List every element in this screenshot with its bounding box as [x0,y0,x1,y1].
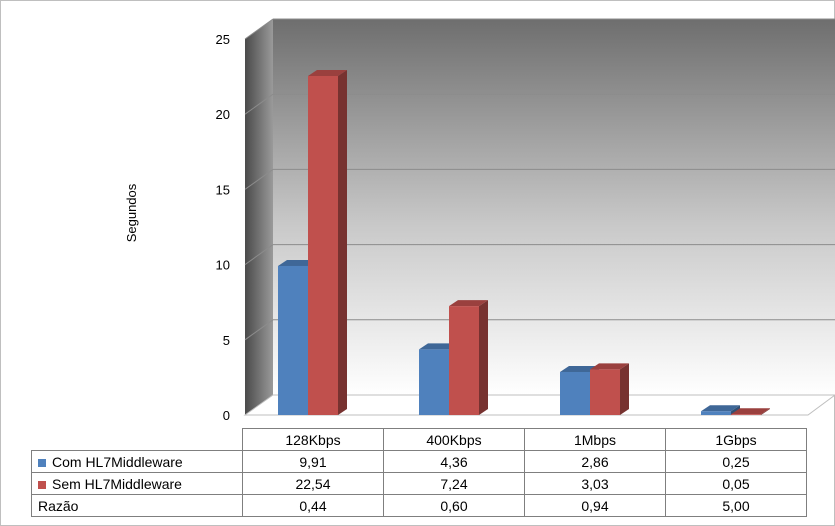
data-label: 0,44 [242,494,384,517]
category-label: 400Kbps [383,428,525,451]
y-tick-label: 10 [216,258,230,273]
data-label: 0,94 [524,494,666,517]
bar-front [560,371,590,415]
bar [731,408,770,415]
gridlines [244,18,835,341]
bar-top [731,408,770,415]
category-label: 128Kbps [242,428,384,451]
gridline [244,244,274,266]
bar-front [419,349,449,415]
y-axis-title: Segundos [124,183,139,242]
bar [590,363,629,415]
data-label: 5,00 [665,494,807,517]
data-label: 4,36 [383,450,525,473]
bar-side [731,405,740,415]
back-wall [273,19,835,395]
floor [243,394,835,416]
bar-side [479,300,488,415]
category-label: 1Mbps [524,428,666,451]
gridline [244,168,274,190]
bar-top [701,405,740,412]
data-label: 0,60 [383,494,525,517]
data-label: 0,05 [665,472,807,495]
gridline [244,18,274,40]
y-tick-label: 25 [216,32,230,47]
bar-front [449,306,479,415]
gridline [244,319,274,341]
bar-top [419,343,458,350]
y-axis-ticks: 0 5 10 15 20 25 [216,32,230,423]
bar-side [338,69,347,415]
bar-top [449,300,488,307]
legend-entry: Com HL7Middleware [31,450,243,473]
data-label: 7,24 [383,472,525,495]
bar-top [308,69,347,76]
y-tick-label: 5 [223,333,230,348]
bar [449,300,488,415]
bars [278,69,770,415]
bar-top [590,363,629,370]
legend-entry: Sem HL7Middleware [31,472,243,495]
bar-top [278,259,317,266]
bar-side [761,408,770,415]
bar-front [731,414,761,415]
data-label: 9,91 [242,450,384,473]
series-name: Sem HL7Middleware [52,475,182,492]
data-label: 2,86 [524,450,666,473]
table-row: Razão 0,44 0,60 0,94 5,00 [31,494,807,517]
data-label: 3,03 [524,472,666,495]
data-label: 22,54 [242,472,384,495]
table-header-row: 128Kbps 400Kbps 1Mbps 1Gbps [32,428,807,451]
side-wall [245,19,273,415]
bar-front [590,369,620,415]
bar-top [560,365,599,372]
table-corner [32,429,243,451]
y-tick-label: 15 [216,182,230,197]
bar-front [308,75,338,415]
table-row: Com HL7Middleware 9,91 4,36 2,86 0,25 [31,450,807,473]
gridline [244,93,274,115]
table-row: Sem HL7Middleware 22,54 7,24 3,03 0,05 [31,472,807,495]
bar [701,405,740,415]
row-label: Razão [31,494,243,517]
data-table: 128Kbps 400Kbps 1Mbps 1Gbps Com HL7Middl… [31,428,807,517]
y-tick-label: 0 [223,408,230,423]
legend-key-icon [38,480,46,489]
bar-front [278,265,308,415]
y-tick-label: 20 [216,107,230,122]
bar-side [620,363,629,415]
data-label: 0,25 [665,450,807,473]
series-name: Com HL7Middleware [52,453,183,470]
bar-front [701,411,731,415]
legend-key-icon [38,458,46,467]
category-label: 1Gbps [665,428,807,451]
bar [308,69,347,415]
